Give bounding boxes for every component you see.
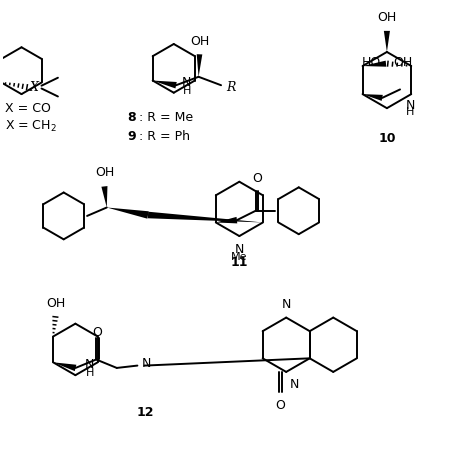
Polygon shape xyxy=(384,31,390,52)
Polygon shape xyxy=(363,94,383,101)
Text: Me: Me xyxy=(231,252,247,262)
Polygon shape xyxy=(216,217,237,223)
Text: O: O xyxy=(92,326,102,339)
Text: N: N xyxy=(182,76,191,90)
Text: OH: OH xyxy=(377,11,397,24)
Text: OH: OH xyxy=(190,35,209,48)
Text: X = CO: X = CO xyxy=(5,102,51,115)
Text: 9: 9 xyxy=(127,130,136,143)
Text: H: H xyxy=(406,107,414,117)
Text: OH: OH xyxy=(393,56,412,69)
Text: : R = Me: : R = Me xyxy=(138,111,193,124)
Polygon shape xyxy=(53,362,76,371)
Text: O: O xyxy=(252,172,262,184)
Text: OH: OH xyxy=(95,166,114,179)
Text: N: N xyxy=(142,357,152,370)
Text: 11: 11 xyxy=(230,256,248,269)
Text: H: H xyxy=(86,368,94,378)
Text: N: N xyxy=(235,243,244,256)
Text: N: N xyxy=(84,358,94,371)
Text: OH: OH xyxy=(46,297,65,310)
Text: N: N xyxy=(406,99,415,112)
Text: O: O xyxy=(275,399,285,411)
Text: : R = Ph: : R = Ph xyxy=(138,130,190,143)
Polygon shape xyxy=(363,61,386,67)
Polygon shape xyxy=(148,212,263,222)
Text: X = CH$_2$: X = CH$_2$ xyxy=(5,119,57,135)
Polygon shape xyxy=(107,208,149,219)
Text: R: R xyxy=(226,81,235,94)
Polygon shape xyxy=(153,81,177,89)
Polygon shape xyxy=(197,54,202,77)
Text: 8: 8 xyxy=(127,111,136,124)
Text: 10: 10 xyxy=(378,132,396,145)
Text: H: H xyxy=(183,86,191,96)
Text: N: N xyxy=(290,377,299,391)
Text: N: N xyxy=(282,298,291,310)
Polygon shape xyxy=(101,186,108,208)
Text: 12: 12 xyxy=(137,406,155,419)
Text: HO: HO xyxy=(362,56,381,69)
Text: X: X xyxy=(30,81,39,93)
